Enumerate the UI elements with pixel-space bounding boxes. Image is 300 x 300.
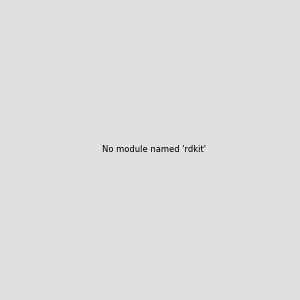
Text: No module named 'rdkit': No module named 'rdkit' — [102, 145, 206, 154]
